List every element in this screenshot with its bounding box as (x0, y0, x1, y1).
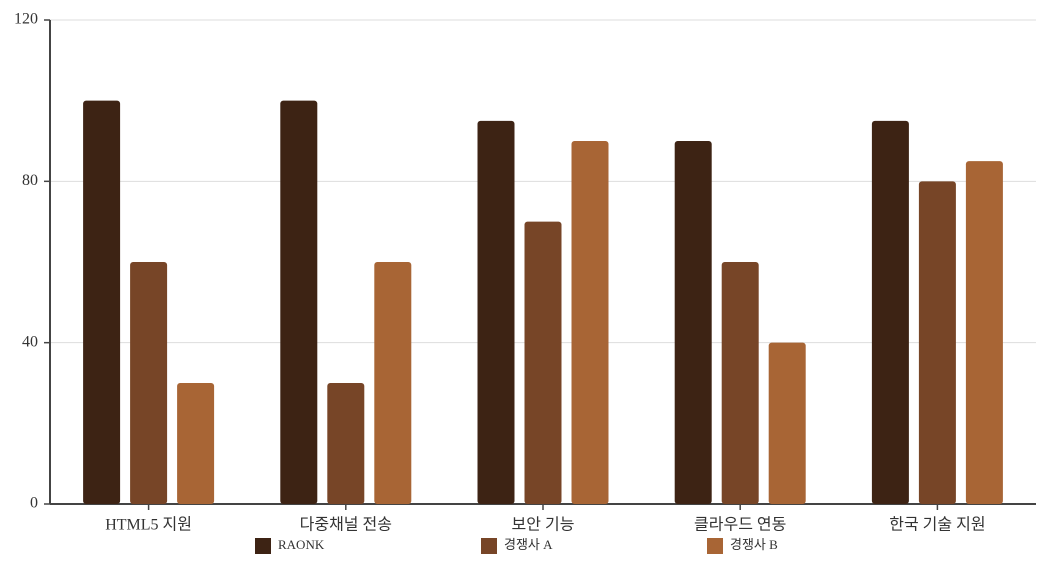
legend-label: 경쟁사 B (730, 537, 778, 552)
x-tick-label: HTML5 지원 (105, 516, 192, 534)
y-tick-label: 80 (22, 172, 38, 189)
bar (130, 262, 168, 504)
x-tick-label: 클라우드 연동 (694, 516, 786, 534)
y-tick-label: 120 (14, 11, 38, 28)
y-tick-label: 0 (30, 495, 38, 512)
bar (674, 141, 712, 504)
legend-swatch (481, 538, 497, 554)
legend-swatch (255, 538, 271, 554)
bar (83, 100, 121, 505)
bar (721, 262, 759, 504)
legend-label: RAONK (278, 537, 325, 552)
bar (571, 141, 609, 504)
y-tick-label: 40 (22, 333, 38, 350)
legend-swatch (707, 538, 723, 554)
x-tick-label: 한국 기술 지원 (889, 516, 985, 534)
bar (524, 221, 562, 504)
bar (177, 383, 215, 504)
bar (965, 161, 1003, 504)
bar (871, 120, 909, 504)
bar (374, 262, 412, 504)
x-tick-label: 다중채널 전송 (300, 516, 392, 534)
bar (327, 383, 365, 504)
bar (477, 120, 515, 504)
bar (768, 342, 806, 504)
bar (918, 181, 956, 505)
x-tick-label: 보안 기능 (512, 516, 575, 534)
bar (280, 100, 318, 505)
legend-label: 경쟁사 A (504, 537, 553, 552)
